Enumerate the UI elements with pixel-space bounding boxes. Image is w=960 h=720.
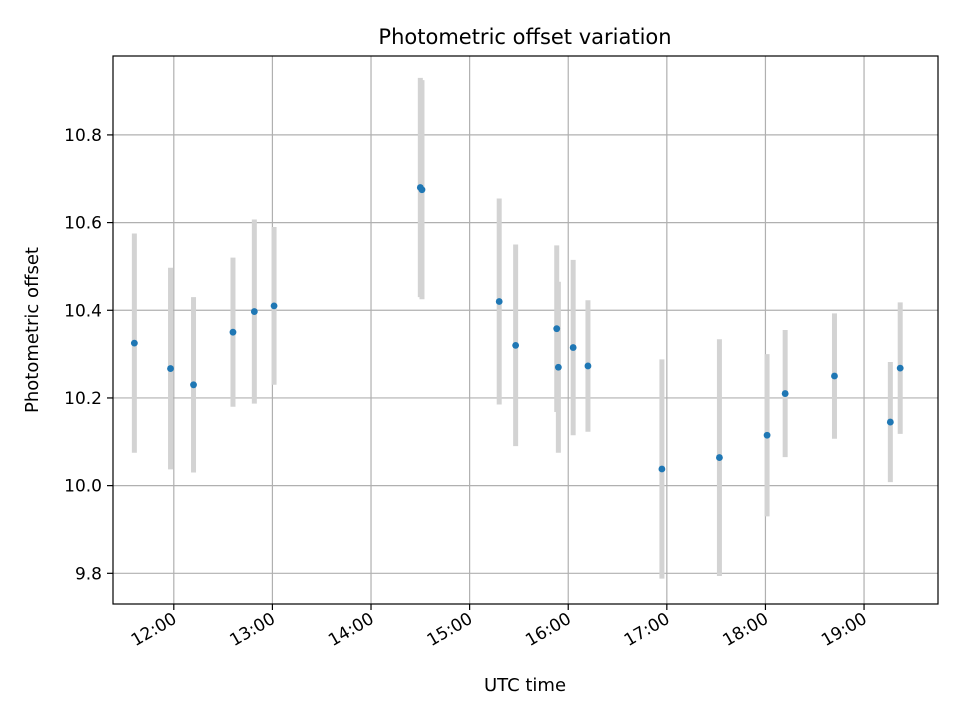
data-point	[831, 372, 838, 380]
data-point	[167, 365, 174, 372]
data-point	[569, 344, 577, 351]
data-point	[553, 325, 561, 333]
marker-layer	[130, 184, 904, 473]
data-point	[781, 390, 789, 397]
y-tick-label: 10.2	[64, 389, 102, 409]
y-tick-label: 9.8	[75, 564, 102, 584]
y-axis-label: Photometric offset	[22, 247, 43, 413]
data-point	[763, 431, 771, 439]
data-point	[250, 308, 258, 315]
data-point	[886, 418, 894, 426]
data-point	[229, 328, 237, 336]
data-point	[896, 364, 904, 372]
grid-layer	[113, 56, 938, 604]
y-tick-label: 10.0	[64, 477, 102, 497]
chart-title: Photometric offset variation	[378, 25, 671, 49]
y-tick-label: 10.8	[64, 126, 102, 146]
plot-frame	[112, 55, 939, 605]
data-point	[554, 363, 562, 371]
y-tick-label: 10.4	[64, 301, 102, 321]
data-point	[495, 298, 503, 305]
data-point	[658, 465, 666, 473]
data-point	[130, 339, 138, 347]
data-point	[512, 341, 520, 349]
data-point	[418, 186, 426, 194]
data-point	[270, 302, 278, 310]
x-axis-label: UTC time	[484, 675, 566, 696]
y-tick-label: 10.6	[64, 214, 102, 234]
data-point	[190, 381, 197, 389]
data-point	[716, 454, 723, 461]
data-point	[584, 362, 592, 370]
